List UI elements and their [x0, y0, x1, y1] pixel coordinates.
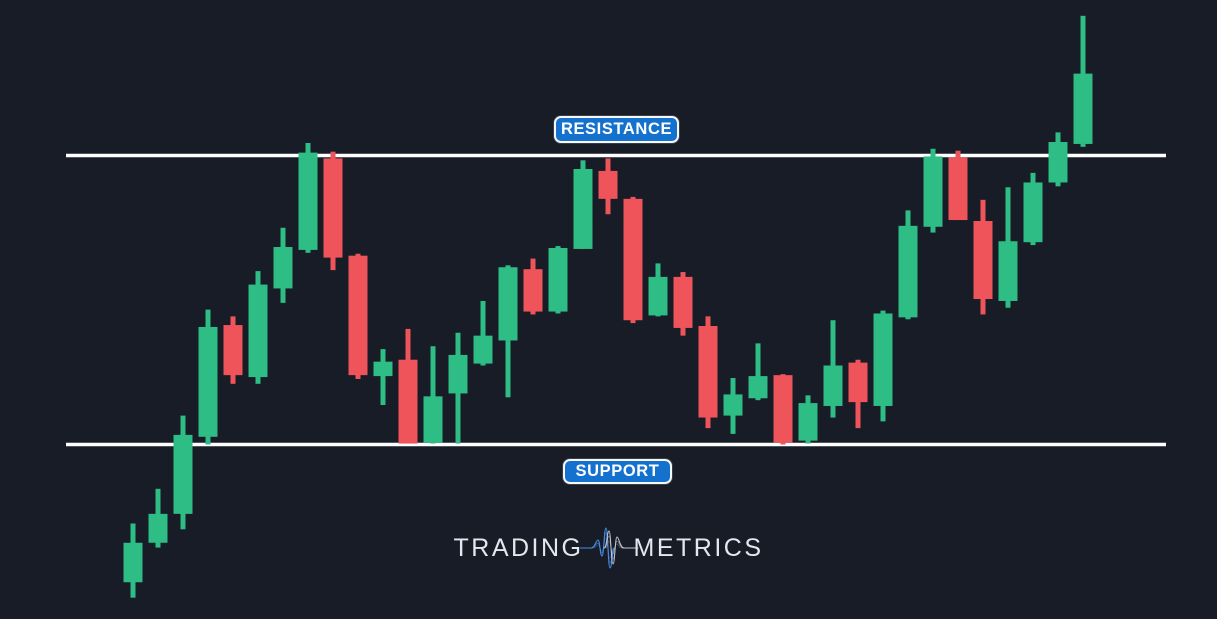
candle-body [773, 375, 793, 443]
candle-body [173, 434, 193, 514]
candle-body [1073, 73, 1093, 144]
candle-body [273, 247, 293, 289]
candle-10-bullish [373, 349, 393, 406]
support-badge: SUPPORT [563, 459, 672, 484]
candle-38-bullish [1073, 15, 1093, 147]
candle-body [923, 156, 943, 227]
candle-15-bullish [498, 265, 518, 398]
candle-body [298, 152, 318, 250]
candle-21-bullish [648, 263, 668, 317]
brand-word-trading: TRADING [453, 533, 584, 562]
candle-6-bullish [273, 227, 293, 303]
candle-body [498, 267, 518, 341]
candle-body [223, 325, 243, 376]
candle-19-bearish [598, 158, 618, 215]
candle-body [623, 198, 643, 321]
candle-3-bullish [198, 309, 218, 445]
candle-7-bullish [298, 142, 318, 253]
candle-32-bullish [923, 148, 943, 233]
candle-body [573, 168, 593, 249]
candle-body [448, 354, 468, 394]
candle-35-bullish [998, 187, 1018, 308]
candle-25-bullish [748, 343, 768, 401]
candle-27-bullish [798, 395, 818, 444]
candle-24-bullish [723, 378, 743, 434]
candle-body [423, 396, 443, 443]
candle-17-bullish [548, 246, 568, 314]
candle-body [1048, 142, 1068, 183]
candle-body [348, 255, 368, 376]
candle-body [1023, 182, 1043, 243]
candle-26-bearish [773, 374, 793, 445]
candle-31-bullish [898, 210, 918, 320]
candle-body [148, 513, 168, 543]
candle-body [998, 241, 1018, 301]
candle-body [473, 335, 493, 364]
waveform-pulse-icon [578, 527, 638, 569]
candle-body [898, 225, 918, 318]
candle-body [848, 362, 868, 403]
candle-0-bullish [123, 523, 143, 598]
candle-body [198, 326, 218, 437]
candle-body [548, 247, 568, 312]
candle-body [398, 359, 418, 444]
candle-23-bearish [698, 316, 718, 429]
candle-18-bullish [573, 160, 593, 249]
candle-body [723, 394, 743, 416]
brand-logo: TRADING METRICS [454, 524, 764, 572]
candle-5-bullish [248, 271, 268, 384]
candle-22-bearish [673, 272, 693, 336]
candle-body [373, 361, 393, 377]
candle-body [673, 276, 693, 328]
resistance-badge-label: RESISTANCE [560, 120, 673, 138]
candle-body [523, 269, 543, 312]
candle-1-bullish [148, 488, 168, 548]
candle-28-bullish [823, 320, 843, 418]
candle-20-bearish [623, 196, 643, 324]
candle-8-bearish [323, 151, 343, 271]
brand-word-metrics: METRICS [633, 533, 764, 562]
candle-body [123, 542, 143, 583]
candle-4-bearish [223, 316, 243, 384]
candle-wick [430, 346, 436, 444]
candle-body [748, 376, 768, 399]
candle-37-bullish [1048, 132, 1068, 187]
candle-34-bearish [973, 199, 993, 315]
candle-body [823, 365, 843, 406]
candle-body [798, 403, 818, 441]
candle-12-bullish [423, 346, 443, 444]
candle-body [973, 221, 993, 300]
candle-16-bearish [523, 258, 543, 315]
candle-wick [380, 349, 386, 406]
candle-33-bearish [948, 150, 968, 221]
candle-14-bullish [473, 300, 493, 366]
candle-wick [755, 343, 761, 401]
candle-36-bullish [1023, 172, 1043, 246]
resistance-badge: RESISTANCE [554, 116, 679, 143]
candle-body [323, 158, 343, 258]
candle-9-bearish [348, 253, 368, 379]
support-badge-label: SUPPORT [575, 462, 660, 480]
candle-13-bullish [448, 332, 468, 444]
candle-30-bullish [873, 310, 893, 422]
candle-body [873, 313, 893, 406]
candle-2-bullish [173, 415, 193, 530]
candle-11-bearish [398, 328, 418, 444]
candle-body [598, 170, 618, 199]
candle-body [948, 157, 968, 221]
candle-body [698, 326, 718, 418]
candle-29-bearish [848, 359, 868, 429]
candle-body [648, 276, 668, 316]
candle-wick [480, 300, 486, 366]
candle-body [248, 284, 268, 378]
